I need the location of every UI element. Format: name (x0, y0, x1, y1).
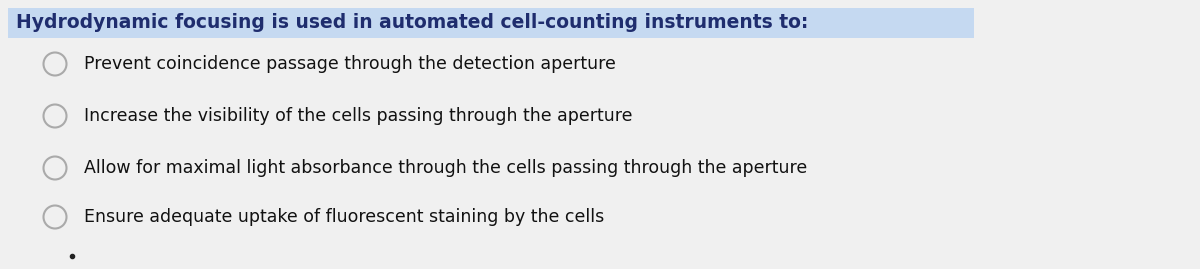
Bar (8, 8, 974, 38)
Text: Increase the visibility of the cells passing through the aperture: Increase the visibility of the cells pas… (84, 107, 634, 125)
Text: Hydrodynamic focusing is used in automated cell-counting instruments to:: Hydrodynamic focusing is used in automat… (16, 13, 809, 33)
Text: Ensure adequate uptake of fluorescent staining by the cells: Ensure adequate uptake of fluorescent st… (84, 208, 605, 226)
Text: Allow for maximal light absorbance through the cells passing through the apertur: Allow for maximal light absorbance throu… (84, 159, 808, 177)
Text: Prevent coincidence passage through the detection aperture: Prevent coincidence passage through the … (84, 55, 617, 73)
